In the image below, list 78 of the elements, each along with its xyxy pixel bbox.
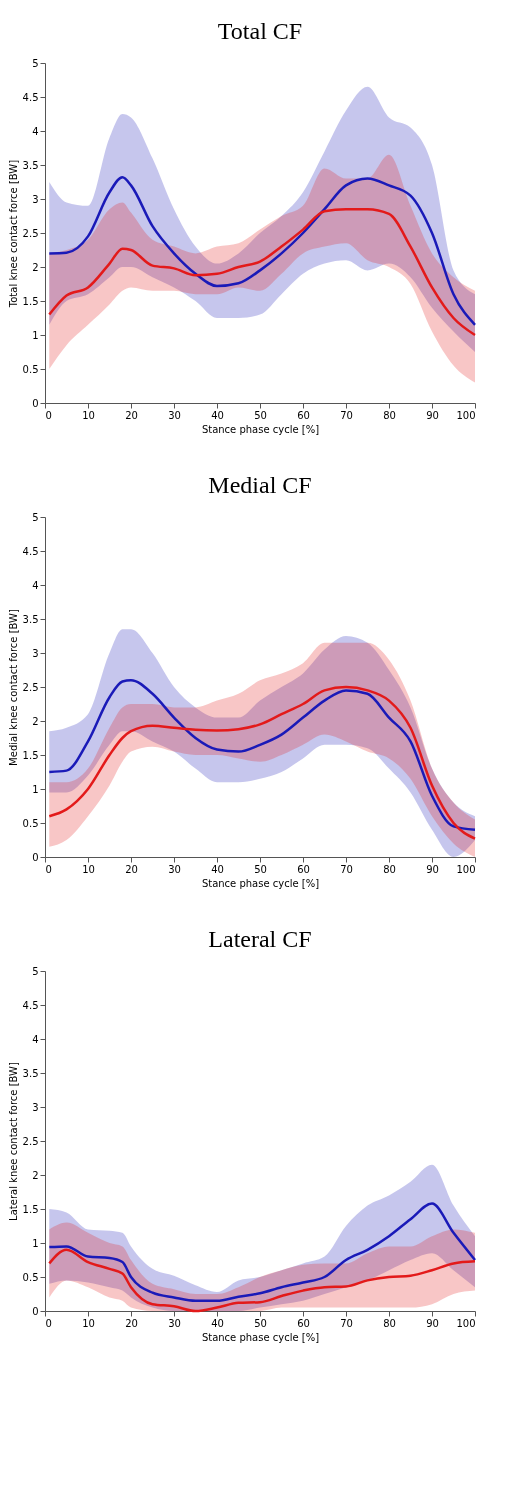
- x-tick-label: 70: [340, 1317, 353, 1329]
- x-tick-label: 10: [82, 863, 95, 875]
- x-tick-label: 70: [340, 409, 353, 421]
- y-tick-label: 0: [32, 1305, 39, 1317]
- x-axis-title: Stance phase cycle [%]: [201, 1331, 320, 1343]
- y-tick-label: 2.5: [22, 681, 39, 693]
- y-tick-label: 2.5: [22, 227, 39, 239]
- chart-title: Medial CF: [208, 472, 312, 498]
- x-tick-label: 100: [456, 409, 476, 421]
- y-tick-label: 4.5: [22, 999, 39, 1011]
- x-tick-label: 0: [45, 409, 52, 421]
- x-tick-label: 50: [254, 409, 267, 421]
- line-series: [48, 207, 477, 337]
- x-tick-label: 20: [125, 409, 138, 421]
- x-tick-label: 80: [383, 409, 396, 421]
- chart-title: Total CF: [217, 18, 303, 44]
- y-tick-label: 5: [32, 57, 39, 69]
- y-tick-label: 1.5: [22, 749, 39, 761]
- x-tick-label: 100: [456, 1317, 476, 1329]
- y-tick-label: 4: [32, 1033, 39, 1045]
- y-tick-label: 4: [32, 579, 39, 591]
- y-tick-label: 3.5: [22, 159, 39, 171]
- y-tick-label: 1: [32, 1237, 39, 1249]
- x-tick-label: 60: [297, 863, 310, 875]
- x-tick-label: 20: [125, 863, 138, 875]
- y-tick-label: 0.5: [22, 817, 39, 829]
- y-axis-title: Medial knee contact force [BW]: [7, 609, 19, 766]
- x-tick-label: 30: [168, 1317, 181, 1329]
- y-tick-label: 3: [32, 1101, 39, 1113]
- y-tick-label: 4.5: [22, 91, 39, 103]
- x-tick-label: 50: [254, 1317, 267, 1329]
- x-tick-label: 60: [297, 409, 310, 421]
- y-tick-label: 0.5: [22, 363, 39, 375]
- x-tick-label: 20: [125, 1317, 138, 1329]
- y-tick-label: 0: [32, 397, 39, 409]
- line-series: [48, 1202, 477, 1303]
- y-tick-label: 3.5: [22, 1067, 39, 1079]
- x-tick-label: 80: [383, 863, 396, 875]
- y-axis-title: Total knee contact force [BW]: [7, 159, 19, 309]
- y-tick-label: 3: [32, 647, 39, 659]
- x-tick-label: 90: [426, 863, 439, 875]
- x-tick-label: 40: [211, 863, 224, 875]
- x-tick-label: 100: [456, 863, 476, 875]
- x-tick-label: 40: [211, 409, 224, 421]
- x-tick-label: 10: [82, 409, 95, 421]
- y-tick-label: 0: [32, 851, 39, 863]
- x-axis-title: Stance phase cycle [%]: [201, 423, 320, 435]
- y-tick-label: 1: [32, 783, 39, 795]
- y-tick-label: 0.5: [22, 1271, 39, 1283]
- x-tick-label: 90: [426, 1317, 439, 1329]
- y-tick-label: 5: [32, 511, 39, 523]
- chart-title: Lateral CF: [208, 926, 312, 952]
- x-tick-label: 60: [297, 1317, 310, 1329]
- x-axis-title: Stance phase cycle [%]: [201, 877, 320, 889]
- y-tick-label: 5: [32, 965, 39, 977]
- y-tick-label: 1.5: [22, 1203, 39, 1215]
- x-tick-label: 0: [45, 1317, 52, 1329]
- x-tick-label: 80: [383, 1317, 396, 1329]
- y-tick-label: 1.5: [22, 295, 39, 307]
- x-tick-label: 70: [340, 863, 353, 875]
- x-tick-label: 50: [254, 863, 267, 875]
- x-tick-label: 40: [211, 1317, 224, 1329]
- y-tick-label: 1: [32, 329, 39, 341]
- y-axis-title: Lateral knee contact force [BW]: [7, 1062, 19, 1221]
- y-tick-label: 3: [32, 193, 39, 205]
- x-tick-label: 30: [168, 863, 181, 875]
- line-series: [48, 175, 477, 327]
- y-tick-label: 2.5: [22, 1135, 39, 1147]
- y-tick-label: 3.5: [22, 613, 39, 625]
- y-tick-label: 2: [32, 1169, 39, 1181]
- x-tick-label: 90: [426, 409, 439, 421]
- y-tick-label: 2: [32, 715, 39, 727]
- y-tick-label: 2: [32, 261, 39, 273]
- x-tick-label: 0: [45, 863, 52, 875]
- y-tick-label: 4: [32, 125, 39, 137]
- y-tick-label: 4.5: [22, 545, 39, 557]
- x-tick-label: 30: [168, 409, 181, 421]
- x-tick-label: 10: [82, 1317, 95, 1329]
